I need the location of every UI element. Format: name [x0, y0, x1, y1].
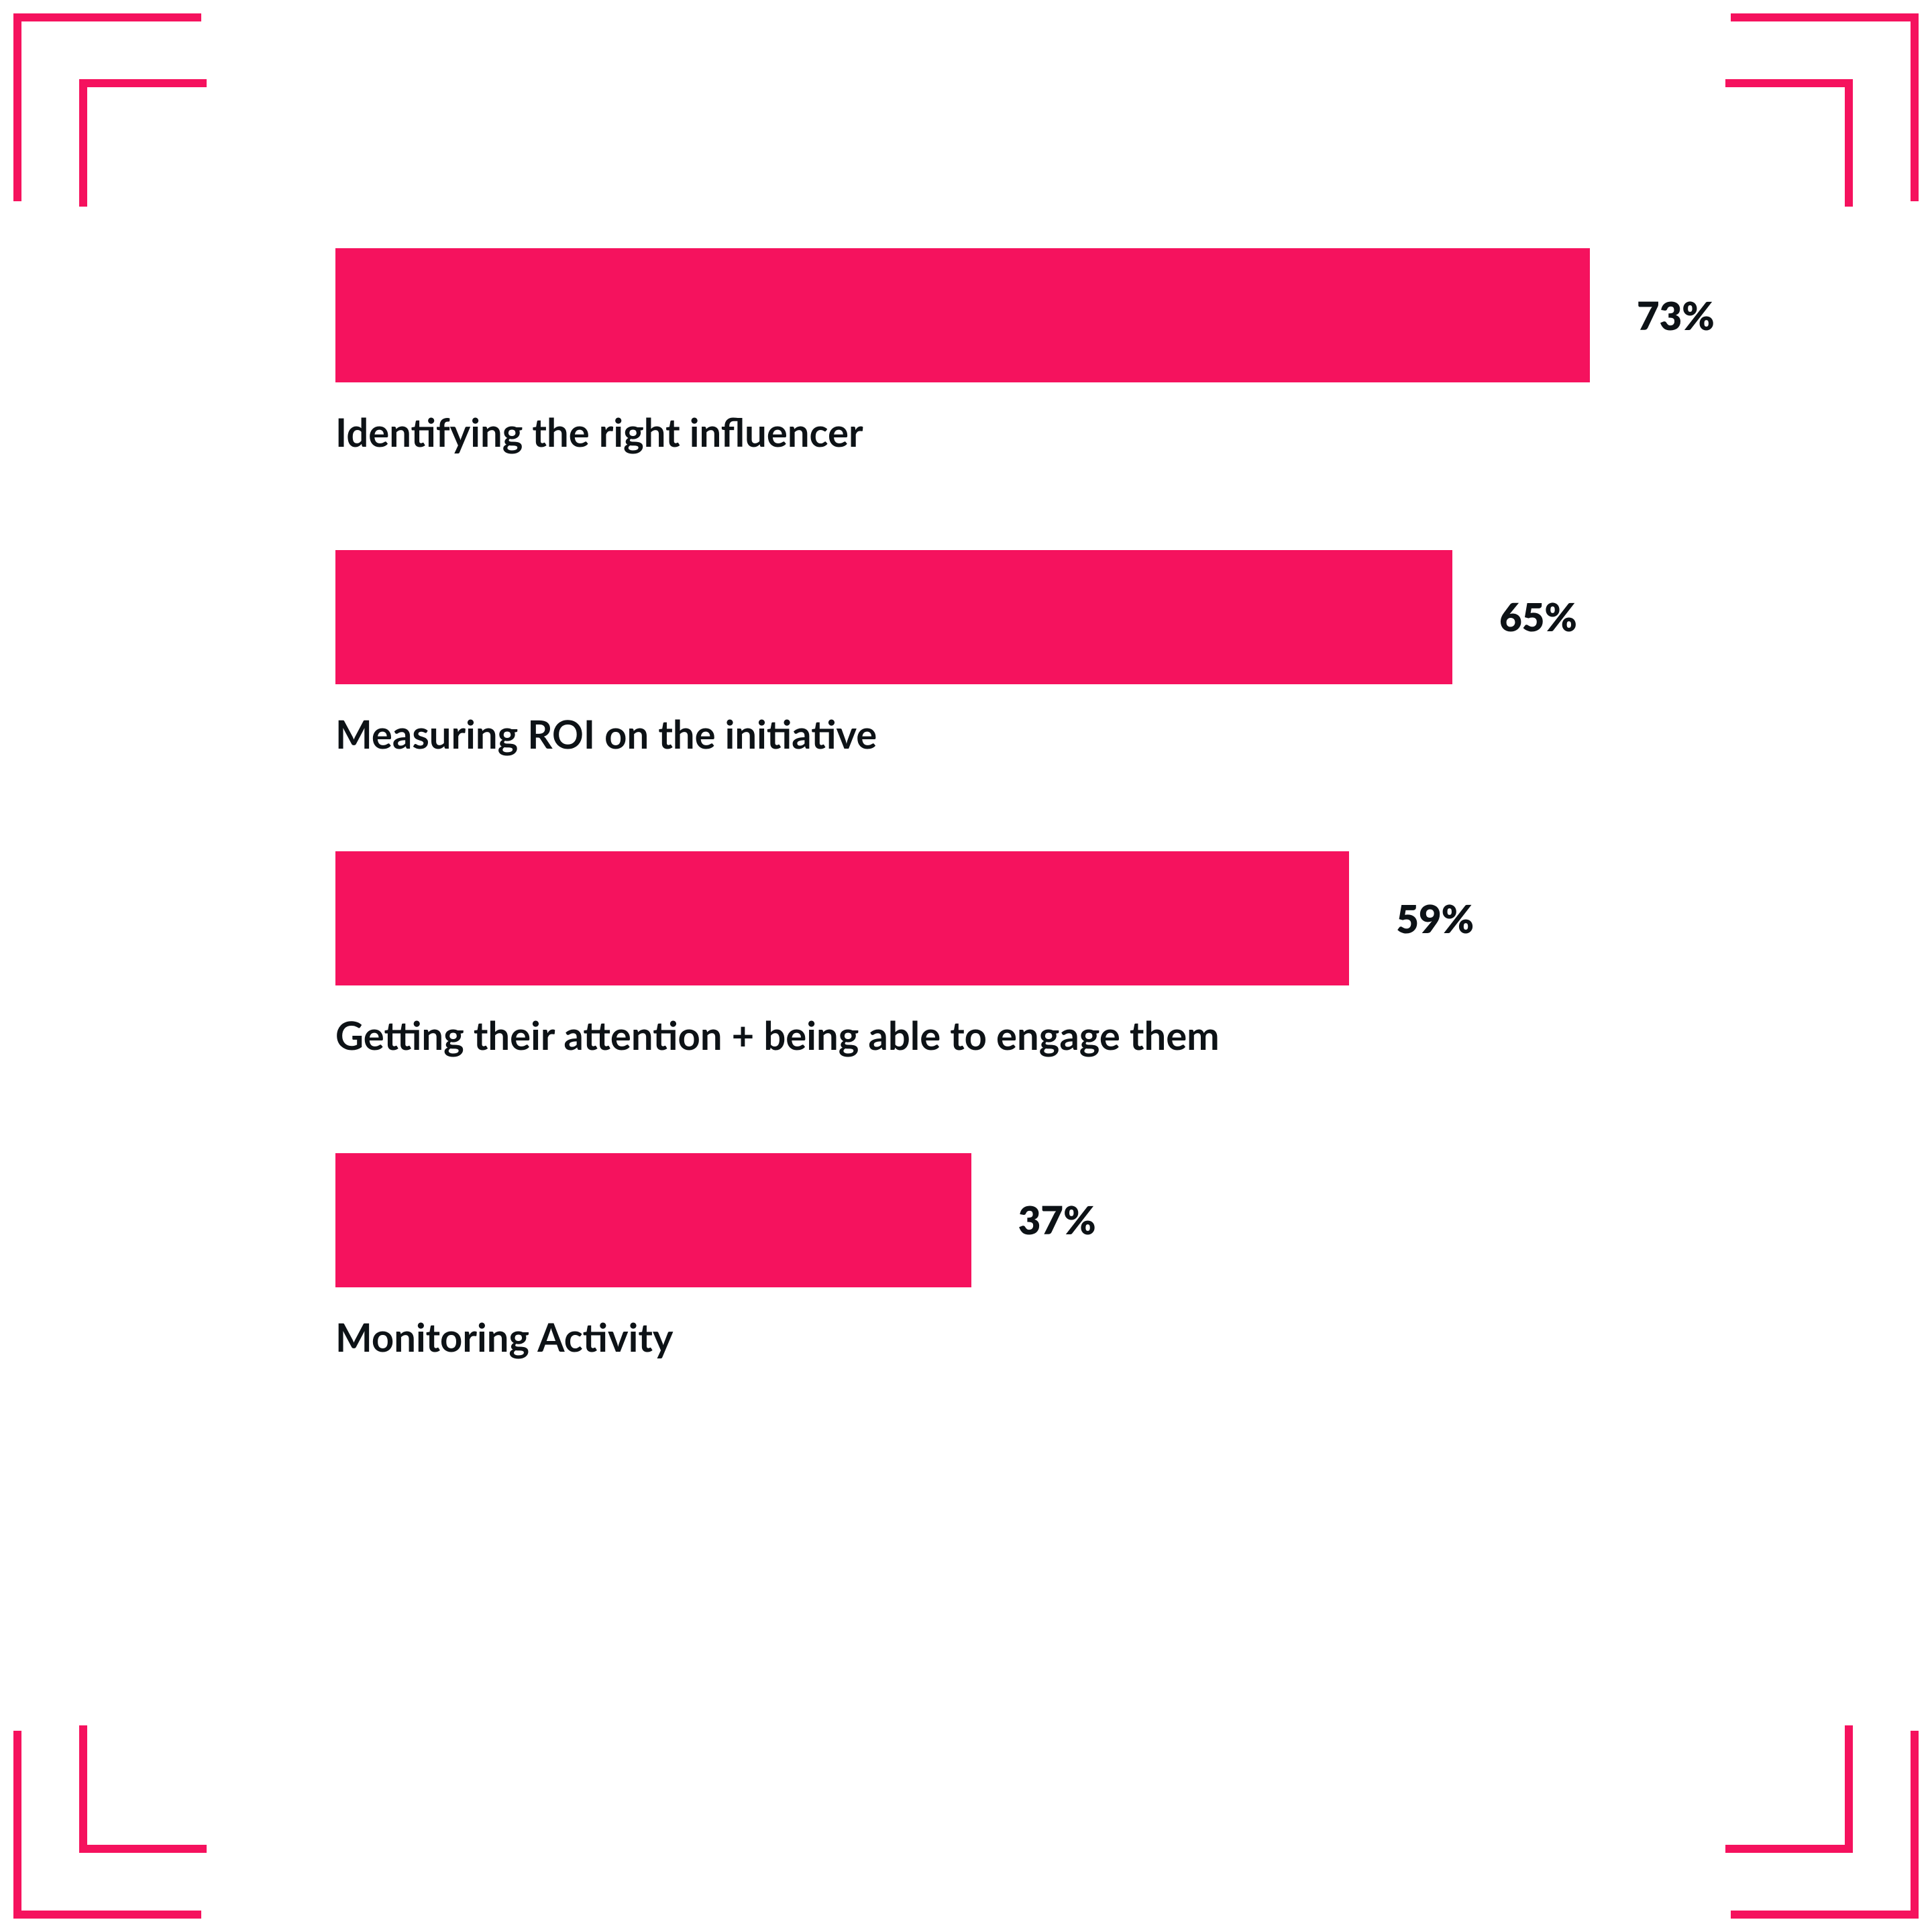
frame-segment — [79, 1845, 207, 1853]
bar-percent: 59% — [1396, 896, 1474, 942]
frame-segment — [13, 13, 201, 21]
frame-segment — [13, 1911, 201, 1919]
bar — [335, 851, 1349, 985]
frame-segment — [1845, 1725, 1853, 1853]
bar-percent: 37% — [1018, 1197, 1096, 1243]
chart-row: 59% Getting their attention + being able … — [335, 851, 1758, 1059]
chart-row: 73% Identifying the right influencer — [335, 248, 1758, 456]
frame-segment — [1731, 1911, 1919, 1919]
bar-percent: 73% — [1637, 292, 1715, 339]
frame-segment — [1911, 13, 1919, 201]
bar — [335, 248, 1590, 382]
frame-segment — [1725, 79, 1853, 87]
bar-chart: 73% Identifying the right influencer 65% Me… — [335, 248, 1758, 1684]
bar — [335, 550, 1452, 684]
bar — [335, 1153, 971, 1287]
frame-segment — [13, 13, 21, 201]
bar-label: Getting their attention + being able to … — [335, 1012, 1758, 1059]
chart-row: 65% Measuring ROI on the initiative — [335, 550, 1758, 758]
frame-segment — [79, 79, 87, 207]
chart-row: 37% Monitoring Activity — [335, 1153, 1758, 1361]
frame-segment — [13, 1731, 21, 1919]
frame-segment — [1731, 13, 1919, 21]
bar-percent: 65% — [1499, 594, 1577, 640]
frame-segment — [1845, 79, 1853, 207]
bar-label: Identifying the right influencer — [335, 409, 1758, 456]
bar-label: Monitoring Activity — [335, 1314, 1758, 1361]
frame-segment — [79, 1725, 87, 1853]
frame-segment — [79, 79, 207, 87]
frame-segment — [1725, 1845, 1853, 1853]
frame-segment — [1911, 1731, 1919, 1919]
bar-label: Measuring ROI on the initiative — [335, 711, 1758, 758]
